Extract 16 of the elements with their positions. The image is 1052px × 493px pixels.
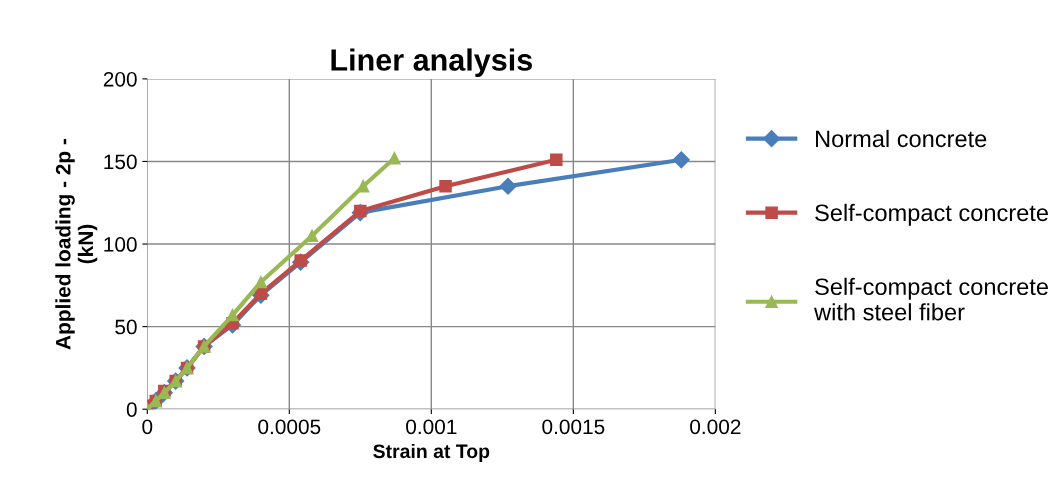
legend-label: Self-compact concrete with steel fiber bbox=[814, 277, 1048, 321]
chart-title: Liner analysis bbox=[331, 48, 532, 77]
y-tick-label: 100 bbox=[104, 237, 137, 252]
x-tick-label: 0 bbox=[142, 419, 153, 435]
x-tick-label: 0.0015 bbox=[542, 419, 605, 435]
y-tick-label: 200 bbox=[103, 71, 137, 87]
legend-label: Normal concrete bbox=[816, 129, 987, 148]
y-tick-label: 150 bbox=[104, 154, 137, 170]
x-tick-label: 0.002 bbox=[690, 419, 741, 435]
y-tick-label: 50 bbox=[115, 319, 137, 335]
y-axis-title: Applied loading - 2p - (kN) bbox=[55, 138, 98, 350]
x-axis-title: Strain at Top bbox=[373, 443, 490, 463]
y-tick-label: 0 bbox=[126, 402, 137, 417]
x-tick-label: 0.0005 bbox=[258, 419, 321, 435]
x-tick-label: 0.001 bbox=[406, 419, 457, 435]
legend-label: Self-compact concrete bbox=[815, 203, 1048, 226]
